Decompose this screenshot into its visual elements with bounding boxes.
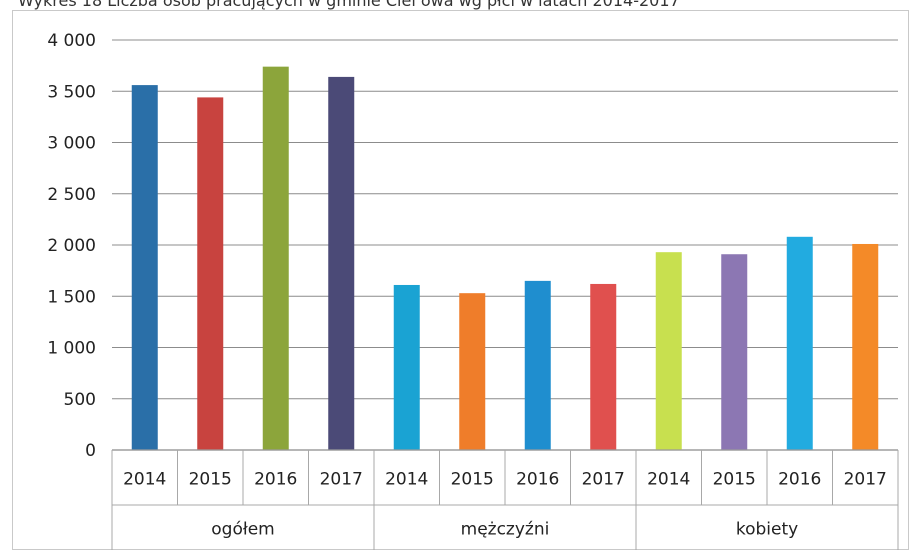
- x-category-label: 2014: [123, 470, 166, 490]
- bar-kobiety-2015: [721, 254, 748, 450]
- bar-mężczyźni-2015: [459, 293, 486, 450]
- chart-frame: [12, 10, 909, 550]
- x-group-label: kobiety: [736, 520, 798, 540]
- x-category-label: 2016: [778, 470, 821, 490]
- bar-ogółem-2016: [262, 66, 289, 451]
- x-category-label: 2017: [844, 470, 887, 490]
- y-tick-label: 1 500: [47, 287, 96, 307]
- bar-mężczyźni-2017: [590, 283, 617, 450]
- bar-ogółem-2015: [197, 97, 224, 451]
- chart-title: Wykres 18 Liczba osób pracujących w gmin…: [18, 0, 680, 10]
- bar-kobiety-2017: [852, 243, 879, 450]
- x-category-label: 2014: [647, 470, 690, 490]
- bar-mężczyźni-2014: [393, 284, 420, 450]
- x-category-label: 2015: [189, 470, 232, 490]
- x-category-label: 2017: [582, 470, 625, 490]
- x-group-label: ogółem: [211, 520, 274, 540]
- bar-mężczyźni-2016: [524, 280, 551, 450]
- bar-ogółem-2017: [328, 76, 355, 451]
- x-category-label: 2015: [451, 470, 494, 490]
- y-tick-label: 2 000: [47, 236, 96, 256]
- y-tick-label: 500: [64, 390, 96, 410]
- x-category-label: 2015: [713, 470, 756, 490]
- y-tick-label: 1 000: [47, 339, 96, 359]
- x-category-label: 2014: [385, 470, 428, 490]
- y-tick-label: 3 500: [47, 82, 96, 102]
- x-category-label: 2016: [516, 470, 559, 490]
- bar-kobiety-2016: [786, 236, 813, 450]
- y-tick-label: 3 000: [47, 134, 96, 154]
- y-tick-label: 0: [85, 441, 96, 461]
- bar-ogółem-2014: [131, 85, 158, 450]
- bar-kobiety-2014: [655, 252, 682, 450]
- y-tick-label: 2 500: [47, 185, 96, 205]
- x-category-label: 2016: [254, 470, 297, 490]
- x-group-label: mężczyźni: [461, 520, 550, 540]
- x-category-label: 2017: [320, 470, 363, 490]
- y-tick-label: 4 000: [47, 31, 96, 51]
